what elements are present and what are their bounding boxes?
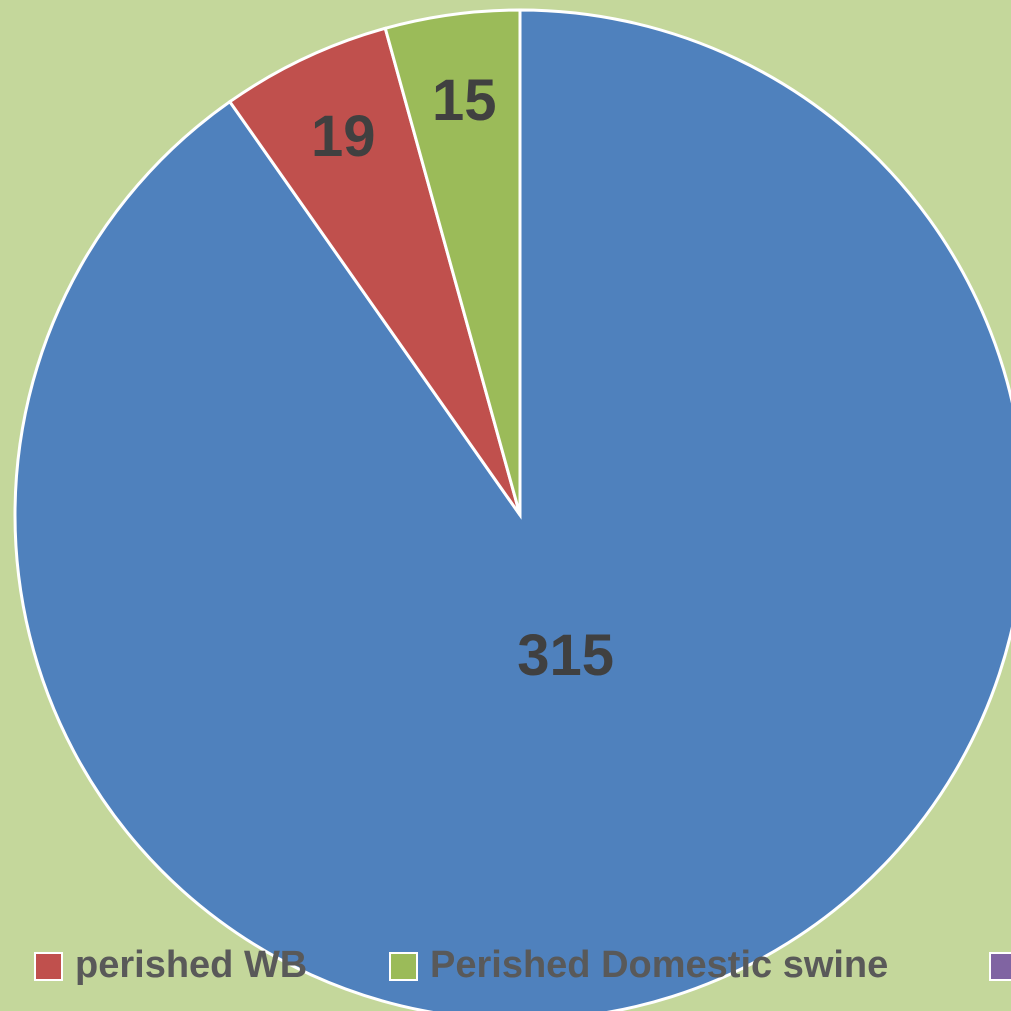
data-label: 15 <box>432 68 497 133</box>
legend-swatch <box>389 952 418 981</box>
legend-label: perished WB <box>75 944 307 986</box>
pie-slice <box>227 26 522 516</box>
legend-label: Perished Domestic swine <box>430 944 888 986</box>
data-label: 315 <box>517 623 614 688</box>
legend-swatch <box>989 952 1011 981</box>
pie-slice <box>13 8 1011 1011</box>
pie-slice <box>383 8 522 516</box>
data-label: 19 <box>311 104 376 169</box>
legend-swatch <box>34 952 63 981</box>
